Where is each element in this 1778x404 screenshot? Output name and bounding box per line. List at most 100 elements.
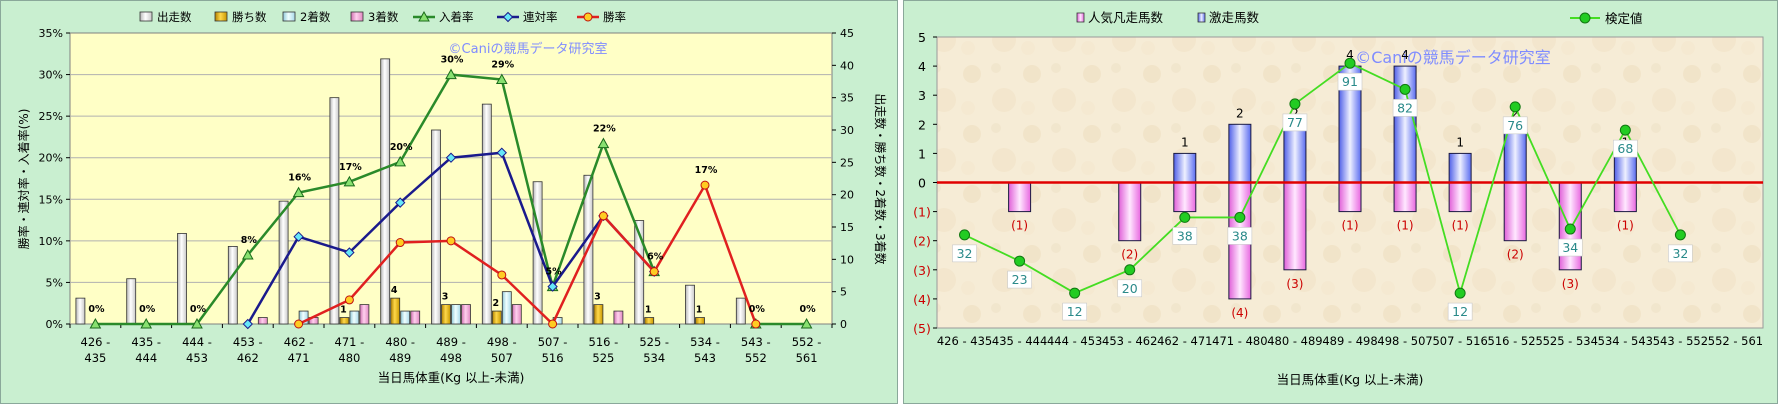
win-count-label: 3 xyxy=(442,292,449,303)
right2-x-tick-label: 426 - 435 xyxy=(937,334,992,348)
left-x-tick-label: 480 - xyxy=(385,335,415,349)
left-x-tick-label: 543 xyxy=(694,351,716,365)
right2-x-tick-label: 489 - 498 xyxy=(1322,334,1377,348)
legend-swatch xyxy=(1076,12,1085,23)
unpopular-loss-bar xyxy=(1338,182,1362,213)
legend-label: 検定値 xyxy=(1605,11,1643,26)
test-value-label: 82 xyxy=(1397,100,1413,115)
left-x-tick-label: 453 xyxy=(186,351,208,365)
right2-x-tick-label: 525 - 534 xyxy=(1543,334,1598,348)
win-rate-marker xyxy=(294,319,304,329)
left-x-axis-title: 当日馬体重(Kg 以上-未満) xyxy=(378,370,525,385)
test-value-label-box xyxy=(1557,238,1583,257)
right2-y-tick-label: (1) xyxy=(913,205,931,220)
right2-x-tick-label: 507 - 516 xyxy=(1432,334,1487,348)
upset-winner-bar xyxy=(1613,152,1637,183)
starts-bar xyxy=(227,245,238,325)
starts-bar xyxy=(126,278,137,325)
left-x-tick-label: 435 - xyxy=(131,335,161,349)
left-x-tick-label: 525 - xyxy=(639,335,669,349)
place-rate-marker xyxy=(445,68,457,80)
left-x-tick-label: 462 - xyxy=(284,335,314,349)
left-x-tick-label: 516 - xyxy=(589,335,619,349)
test-value-label: 38 xyxy=(1232,228,1248,243)
test-value-label-box xyxy=(1392,99,1418,117)
third-bar xyxy=(511,304,522,325)
unpopular-loss-bar xyxy=(1008,182,1032,213)
left-y-tick-label: 0% xyxy=(46,318,63,331)
right2-y-tick-label: (2) xyxy=(913,234,931,249)
left-x-tick-label: 426 - xyxy=(81,335,111,349)
test-value-label-box xyxy=(1282,113,1308,132)
left-x-tick-label: 507 xyxy=(491,351,513,365)
test-value-marker xyxy=(1399,83,1411,95)
right-y-axis-title: 出走数・勝ち数・2着数・3着数 xyxy=(873,93,888,264)
third-bar xyxy=(461,304,471,325)
legend-marker xyxy=(418,10,430,22)
test-value-label-box xyxy=(1613,139,1638,158)
starts-bar xyxy=(532,181,543,325)
right-y-tick-label: 45 xyxy=(840,27,854,40)
upset-winner-bar xyxy=(1448,152,1472,183)
win-rate-marker xyxy=(598,211,608,221)
test-value-label: 23 xyxy=(1012,272,1028,287)
wins-bar xyxy=(339,317,350,325)
test-value-label-box xyxy=(952,244,977,263)
left-y-tick-label: 25% xyxy=(39,110,63,123)
left-x-tick-label: 435 xyxy=(84,351,106,365)
right-y-tick-label: 40 xyxy=(840,59,854,72)
win-count-label: 2 xyxy=(492,298,499,309)
left-chart: 0%5%10%15%20%25%30%35%051015202530354045… xyxy=(0,0,898,404)
right2-x-tick-label: 480 - 489 xyxy=(1267,334,1322,348)
rate-data-label: 16% xyxy=(288,173,311,184)
test-value-label-box xyxy=(1502,116,1528,135)
right-y-tick-label: 35 xyxy=(840,92,854,105)
rate-data-label: 20% xyxy=(390,142,413,153)
wins-bar xyxy=(593,304,604,325)
starts-bar xyxy=(380,58,391,325)
left-x-tick-label: 453 - xyxy=(233,335,263,349)
test-value-label: 20 xyxy=(1122,281,1138,296)
third-bar xyxy=(359,304,370,325)
legend-label: 3着数 xyxy=(368,10,399,24)
loss-count-label: (4) xyxy=(1231,306,1248,320)
rate-data-label: 8% xyxy=(241,235,258,246)
right2-y-tick-label: 1 xyxy=(918,146,926,161)
test-value-label-box xyxy=(1337,72,1363,91)
right2-x-tick-label: 453 - 462 xyxy=(1102,334,1157,348)
place-rate-marker xyxy=(140,317,153,329)
legend-swatch xyxy=(214,11,228,22)
rate-data-label: 5% xyxy=(546,267,563,278)
right2-x-axis-title: 当日馬体重(Kg 以上-未満) xyxy=(1277,372,1424,387)
right2-y-tick-label: (4) xyxy=(913,292,931,307)
starts-bar xyxy=(75,297,86,325)
left-x-tick-label: 489 - xyxy=(436,335,466,349)
starts-bar xyxy=(431,129,441,325)
win-rate-marker xyxy=(751,319,761,329)
left-x-tick-label: 462 xyxy=(237,351,259,365)
left-x-tick-label: 516 xyxy=(542,351,564,365)
right2-y-tick-label: (5) xyxy=(913,321,931,336)
legend-label: 入着率 xyxy=(439,10,474,24)
test-value-label: 12 xyxy=(1067,304,1083,319)
unpopular-loss-bar xyxy=(1393,182,1417,213)
test-value-marker xyxy=(1674,229,1686,241)
rate-data-label: 29% xyxy=(491,60,514,71)
third-bar xyxy=(257,317,268,325)
rate-data-label: 22% xyxy=(593,124,616,135)
test-value-marker xyxy=(959,229,971,241)
right2-x-tick-label: 462 - 471 xyxy=(1157,334,1212,348)
left-x-tick-label: 498 - xyxy=(487,335,517,349)
upset-count-label: 1 xyxy=(1181,135,1189,149)
legend-swatch xyxy=(139,11,153,22)
legend-marker xyxy=(583,12,593,22)
test-value-label-box xyxy=(1668,244,1693,263)
left-plot-area xyxy=(69,32,833,325)
upset-count-label: 2 xyxy=(1236,106,1244,120)
legend-label: 勝ち数 xyxy=(232,10,267,24)
legend-marker xyxy=(1579,12,1591,24)
starts-bar xyxy=(481,103,492,325)
left-y-tick-label: 10% xyxy=(39,235,63,248)
unpopular-loss-bar xyxy=(1448,182,1472,213)
